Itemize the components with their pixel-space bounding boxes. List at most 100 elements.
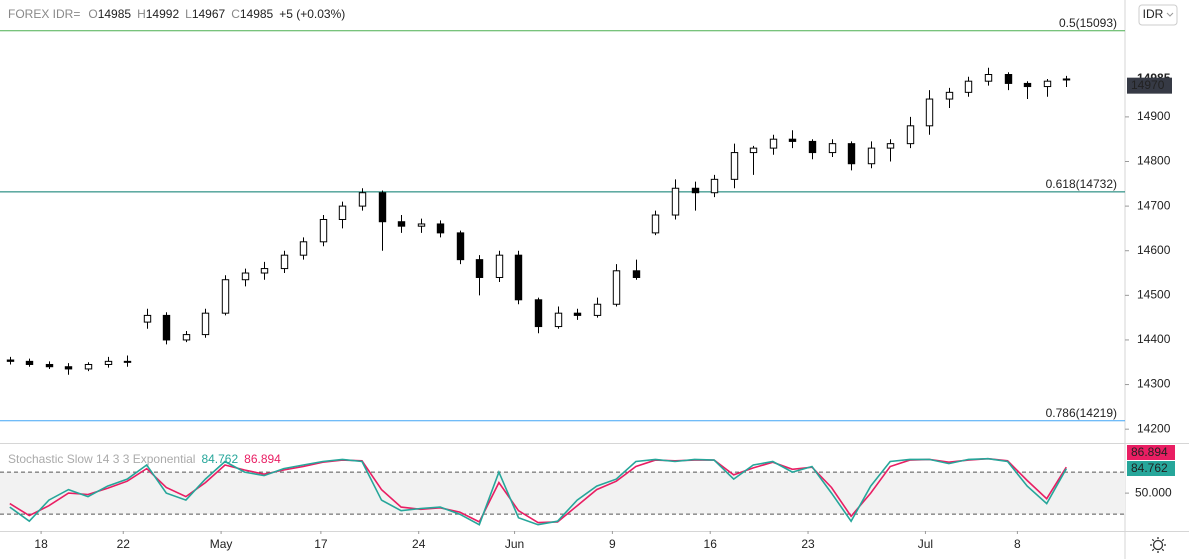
price-marker-label: 14970 [1131, 78, 1165, 92]
oscillator-band [0, 472, 1125, 515]
candle-body [123, 360, 132, 363]
candle-body [886, 143, 895, 149]
candle-body [749, 147, 758, 154]
candle-body [1023, 82, 1032, 88]
x-tick-label: 8 [1014, 537, 1021, 551]
candle-body [847, 143, 856, 165]
candle-body [769, 138, 778, 149]
fib-level-label: 0.618(14732) [1046, 177, 1117, 191]
candle-body [1062, 78, 1071, 81]
y-tick-label: 14600 [1137, 243, 1171, 257]
dropdown-arrow [1166, 12, 1174, 17]
y-tick-label: 14500 [1137, 288, 1171, 302]
candle-body [495, 254, 504, 278]
change: +5 (+0.03%) [279, 7, 345, 21]
ohlc-name: O [88, 7, 97, 21]
candle-body [378, 192, 387, 223]
candle-body [808, 140, 817, 154]
candle-body [788, 138, 797, 142]
y-tick-label: 50.000 [1135, 485, 1172, 499]
value-box-label: 86.894 [1131, 445, 1168, 459]
candle-body [945, 91, 954, 100]
currency-button-label: IDR [1143, 7, 1164, 21]
fib-level-label: 0.5(15093) [1059, 16, 1117, 30]
y-tick-label: 14800 [1137, 154, 1171, 168]
candle-body [964, 80, 973, 93]
settings-icon[interactable] [1150, 537, 1166, 553]
candle-body [299, 241, 308, 256]
candle-body [221, 279, 230, 314]
candle-body [651, 214, 660, 234]
price-marker-box [1127, 77, 1172, 94]
candle-body [475, 259, 484, 278]
ohlc-value: 14967 [192, 7, 226, 21]
candle-body [358, 192, 367, 207]
value-box-label: 84.762 [1131, 461, 1168, 475]
ohlc-name: C [231, 7, 240, 21]
oscillator-line [9, 457, 1067, 524]
candle-body [925, 98, 934, 127]
candle-body [984, 74, 993, 82]
candle-body [1043, 80, 1052, 88]
x-tick-label: 18 [34, 537, 48, 551]
y-tick-label: 14900 [1137, 109, 1171, 123]
legend-value: 86.894 [244, 452, 281, 466]
candle-body [64, 366, 73, 370]
candle-body [338, 205, 347, 220]
x-tick-label: 22 [117, 537, 131, 551]
candle-body [417, 223, 426, 227]
oscillator-line [9, 457, 1067, 526]
y-tick-label: 14400 [1137, 332, 1171, 346]
candle-body [143, 314, 152, 323]
y-tick-label: 14300 [1137, 377, 1171, 391]
value-box [1127, 445, 1175, 460]
candle-body [162, 314, 171, 341]
candle-body [671, 187, 680, 216]
candle-body [319, 218, 328, 243]
candle-body [25, 360, 34, 365]
candle-body [906, 125, 915, 145]
candle-body [554, 312, 563, 328]
value-box [1127, 461, 1175, 476]
symbol-header: FOREX IDR= O14985 H14992 L14967 C14985 +5 (+0… [8, 7, 345, 21]
x-tick-label: 17 [314, 537, 328, 551]
candle-body [730, 152, 739, 180]
y-tick-label: 14200 [1137, 421, 1171, 435]
currency-button[interactable] [1138, 4, 1178, 26]
candle-body [280, 254, 289, 270]
candle-body [397, 221, 406, 227]
candle-body [241, 272, 250, 281]
candle-body [710, 178, 719, 194]
indicator-legend: Stochastic Slow 14 3 3 Exponential 84.762… [8, 452, 281, 466]
candle-body [456, 232, 465, 261]
candle-body [593, 303, 602, 316]
candle-body [45, 363, 54, 368]
x-tick-label: 16 [704, 537, 718, 551]
x-tick-label: Jun [505, 537, 524, 551]
ohlc-name: L [185, 7, 192, 21]
x-tick-label: 9 [609, 537, 616, 551]
candle-body [514, 254, 523, 301]
x-tick-label: May [210, 537, 233, 551]
candle-body [573, 312, 582, 316]
legend-value: 84.762 [201, 452, 238, 466]
candle-body [534, 299, 543, 328]
fib-level-label: 0.786(14219) [1046, 406, 1117, 420]
candle-body [436, 223, 445, 234]
x-tick-label: 24 [412, 537, 426, 551]
indicator-title: Stochastic Slow 14 3 3 Exponential [8, 452, 195, 466]
symbol: FOREX IDR= [8, 7, 80, 21]
candle-body [1004, 74, 1013, 84]
x-tick-label: Jul [918, 537, 933, 551]
ohlc-value: 14985 [240, 7, 274, 21]
candle-body [828, 143, 837, 154]
ohlc-name: H [137, 7, 146, 21]
candle-body [691, 187, 700, 194]
candle-body [6, 359, 15, 362]
candle-body [260, 268, 269, 274]
candle-body [201, 312, 210, 336]
ohlc-value: 14985 [98, 7, 132, 21]
x-tick-label: 23 [801, 537, 815, 551]
candle-body [632, 270, 641, 278]
